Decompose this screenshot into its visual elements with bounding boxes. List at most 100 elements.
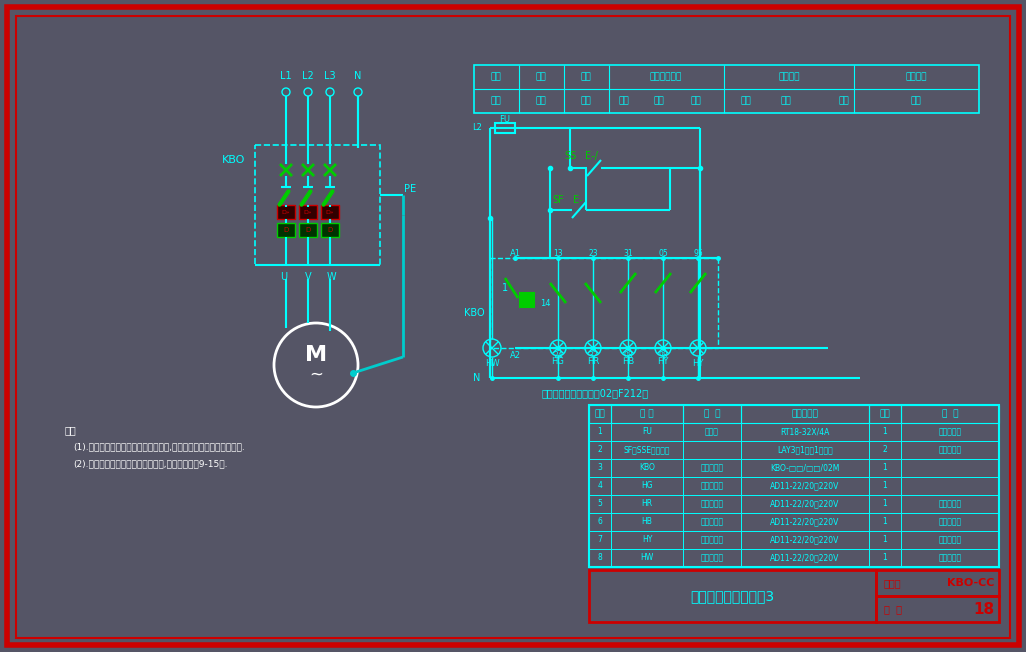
Text: D»: D»: [282, 209, 290, 215]
Bar: [901, 441, 999, 459]
Text: 按需要增减: 按需要增减: [939, 499, 961, 509]
Text: SF、SSE、停接钮: SF、SSE、停接钮: [624, 445, 670, 454]
Bar: [869, 549, 901, 567]
Text: 1: 1: [882, 554, 887, 563]
Text: AD11-22/20～220V: AD11-22/20～220V: [771, 518, 839, 527]
Text: M: M: [305, 345, 327, 365]
Text: L2: L2: [302, 71, 314, 81]
Text: 4: 4: [597, 481, 602, 490]
Text: 18: 18: [973, 602, 994, 617]
Bar: [876, 570, 999, 596]
Text: A2: A2: [510, 351, 520, 361]
Bar: [589, 570, 876, 622]
Text: HG: HG: [552, 357, 564, 366]
Text: KBO: KBO: [465, 308, 485, 318]
Text: 控制保护器: 控制保护器: [701, 464, 723, 473]
Bar: [611, 549, 683, 567]
Bar: [869, 405, 901, 423]
Text: KBO: KBO: [639, 464, 655, 473]
Bar: [683, 459, 741, 477]
Bar: [741, 495, 869, 513]
Text: 注：: 注：: [65, 425, 77, 435]
Text: A1: A1: [510, 248, 520, 258]
Bar: [683, 495, 741, 513]
Bar: [611, 441, 683, 459]
Bar: [683, 531, 741, 549]
Bar: [741, 459, 869, 477]
Text: L2: L2: [472, 123, 482, 132]
Text: 停止: 停止: [654, 96, 665, 106]
Text: PE: PE: [404, 184, 417, 194]
Text: 电器: 电器: [581, 72, 591, 82]
Bar: [683, 549, 741, 567]
Text: 一次: 一次: [490, 72, 502, 82]
Text: 基本方案控制电路图3: 基本方案控制电路图3: [690, 589, 775, 603]
Bar: [869, 423, 901, 441]
Text: 32: 32: [588, 351, 598, 361]
Text: 灾警信号: 灾警信号: [905, 72, 926, 82]
Bar: [520, 293, 534, 307]
Text: 1: 1: [597, 428, 602, 436]
Bar: [741, 423, 869, 441]
Text: 3: 3: [597, 464, 602, 473]
Text: 就地手动控制: 就地手动控制: [649, 72, 682, 82]
Text: D: D: [306, 227, 311, 233]
Text: 名  称: 名 称: [704, 409, 720, 419]
Text: 1: 1: [502, 283, 508, 293]
Text: 型号及规格: 型号及规格: [792, 409, 819, 419]
Text: 95: 95: [694, 248, 703, 258]
Text: HB: HB: [622, 357, 634, 366]
Text: 辅助信号: 辅助信号: [779, 72, 799, 82]
Text: KBO: KBO: [222, 155, 245, 165]
Text: (2).控制保护器的选型由工程商决定,详见本图集第9-15页.: (2).控制保护器的选型由工程商决定,详见本图集第9-15页.: [73, 460, 228, 469]
Bar: [611, 459, 683, 477]
Bar: [683, 441, 741, 459]
Text: AD11-22/20～220V: AD11-22/20～220V: [771, 535, 839, 544]
Bar: [901, 531, 999, 549]
Text: 1: 1: [882, 481, 887, 490]
Text: 2: 2: [597, 445, 602, 454]
Text: 自锁: 自锁: [690, 96, 702, 106]
Bar: [611, 477, 683, 495]
Bar: [901, 459, 999, 477]
Text: 1: 1: [882, 535, 887, 544]
Text: 5: 5: [597, 499, 602, 509]
Bar: [741, 531, 869, 549]
Text: 6: 6: [597, 518, 602, 527]
Bar: [611, 405, 683, 423]
Text: AD11-22/20～220V: AD11-22/20～220V: [771, 499, 839, 509]
Text: FU: FU: [642, 428, 652, 436]
Text: 8: 8: [597, 554, 602, 563]
Text: KBO-□□/□□/02M: KBO-□□/□□/02M: [771, 464, 839, 473]
Text: 05: 05: [658, 248, 668, 258]
Text: 1: 1: [882, 499, 887, 509]
Bar: [589, 441, 611, 459]
Text: SF: SF: [552, 195, 564, 205]
Bar: [869, 441, 901, 459]
Bar: [869, 477, 901, 495]
Bar: [901, 513, 999, 531]
Text: HG: HG: [641, 481, 653, 490]
Text: HW: HW: [640, 554, 654, 563]
Text: 1: 1: [882, 518, 887, 527]
Bar: [589, 513, 611, 531]
Text: KBO-CC: KBO-CC: [947, 578, 994, 588]
Bar: [741, 441, 869, 459]
Text: 按需要增减: 按需要增减: [939, 554, 961, 563]
Text: AD11-22/20～220V: AD11-22/20～220V: [771, 481, 839, 490]
Text: D»: D»: [304, 209, 312, 215]
Text: 23: 23: [588, 248, 598, 258]
Text: 信号: 信号: [581, 96, 591, 106]
Bar: [683, 423, 741, 441]
Bar: [321, 223, 339, 237]
Bar: [589, 495, 611, 513]
Text: D»: D»: [325, 209, 334, 215]
Bar: [901, 495, 999, 513]
Bar: [589, 405, 999, 567]
Bar: [277, 205, 295, 219]
Bar: [589, 459, 611, 477]
Text: 1: 1: [882, 464, 887, 473]
Text: 带熔断指示: 带熔断指示: [939, 428, 961, 436]
Text: HY: HY: [693, 359, 704, 368]
Text: 数量: 数量: [879, 409, 891, 419]
